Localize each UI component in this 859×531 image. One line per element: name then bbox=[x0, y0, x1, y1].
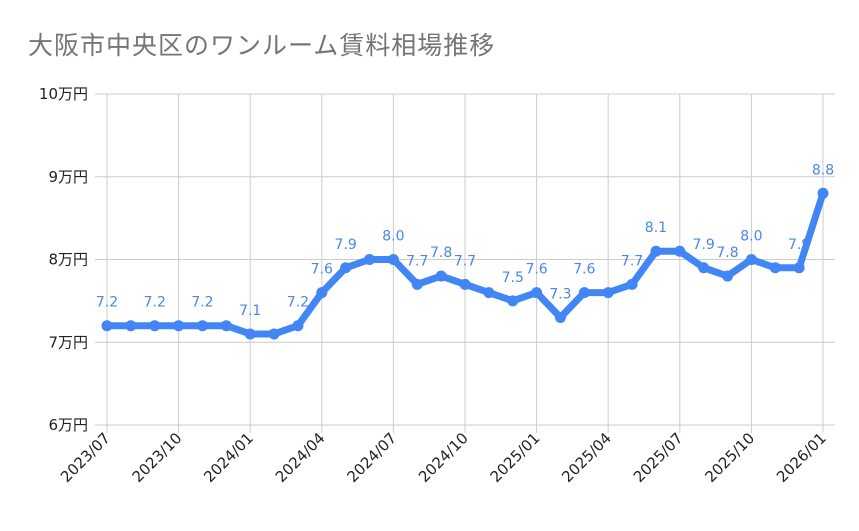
data-point bbox=[316, 287, 328, 299]
data-label: 7.2 bbox=[191, 295, 213, 311]
data-label: 7.2 bbox=[144, 295, 166, 311]
data-point bbox=[745, 254, 757, 265]
x-tick-label: 2023/10 bbox=[129, 429, 186, 486]
data-point bbox=[196, 320, 208, 332]
data-point bbox=[435, 270, 447, 282]
x-tick-label: 2025/10 bbox=[701, 429, 758, 486]
data-label: 7.3 bbox=[549, 286, 571, 302]
data-point bbox=[387, 254, 399, 265]
data-label: 7.6 bbox=[311, 262, 333, 278]
data-point bbox=[220, 320, 232, 332]
data-label: 7.9 bbox=[788, 237, 810, 253]
data-label: 8.1 bbox=[645, 220, 667, 236]
data-point bbox=[244, 328, 256, 340]
data-point bbox=[173, 320, 185, 332]
data-label: 7.6 bbox=[573, 262, 595, 278]
data-point bbox=[125, 320, 137, 332]
data-point bbox=[626, 278, 638, 290]
data-label: 7.7 bbox=[454, 253, 476, 269]
data-point bbox=[698, 262, 710, 274]
y-tick-label: 9万円 bbox=[48, 168, 88, 186]
x-tick-label: 2023/07 bbox=[57, 429, 114, 486]
data-point bbox=[793, 262, 805, 274]
data-point bbox=[554, 311, 566, 323]
data-point bbox=[364, 254, 376, 265]
x-tick-label: 2024/01 bbox=[200, 429, 257, 486]
data-label: 7.9 bbox=[693, 237, 715, 253]
data-label: 7.7 bbox=[406, 253, 428, 269]
y-tick-label: 6万円 bbox=[48, 416, 88, 434]
data-label: 7.8 bbox=[430, 245, 452, 261]
data-point bbox=[292, 320, 304, 332]
y-tick-label: 7万円 bbox=[48, 333, 88, 351]
x-tick-label: 2025/04 bbox=[558, 429, 615, 486]
data-label: 7.1 bbox=[239, 303, 261, 319]
data-point bbox=[268, 328, 280, 340]
data-label: 7.2 bbox=[287, 295, 309, 311]
data-point bbox=[101, 320, 113, 332]
data-point bbox=[340, 262, 352, 274]
data-label: 8.0 bbox=[382, 229, 404, 245]
data-point bbox=[483, 287, 495, 299]
x-tick-label: 2024/10 bbox=[415, 429, 472, 486]
data-label: 8.0 bbox=[740, 229, 762, 245]
x-tick-label: 2025/01 bbox=[487, 429, 544, 486]
data-label: 7.5 bbox=[502, 270, 524, 286]
data-point bbox=[722, 270, 734, 282]
data-point bbox=[411, 278, 423, 290]
data-point bbox=[531, 287, 543, 299]
y-tick-label: 10万円 bbox=[39, 85, 88, 103]
x-tick-label: 2026/01 bbox=[773, 429, 830, 486]
data-point bbox=[578, 287, 590, 299]
data-label: 7.9 bbox=[335, 237, 357, 253]
data-point bbox=[507, 295, 519, 307]
data-point bbox=[674, 245, 686, 257]
data-label: 7.6 bbox=[525, 262, 547, 278]
data-point bbox=[602, 287, 614, 299]
data-point bbox=[817, 187, 829, 199]
data-label: 7.2 bbox=[96, 295, 118, 311]
data-point bbox=[769, 262, 781, 274]
data-point bbox=[650, 245, 662, 257]
x-tick-label: 2024/07 bbox=[343, 429, 400, 486]
data-point bbox=[149, 320, 161, 332]
data-point bbox=[459, 278, 471, 290]
chart-title: 大阪市中央区のワンルーム賃料相場推移 bbox=[28, 31, 496, 60]
x-tick-label: 2025/07 bbox=[630, 429, 687, 486]
data-label: 7.8 bbox=[716, 245, 738, 261]
y-tick-label: 8万円 bbox=[48, 251, 88, 269]
x-tick-label: 2024/04 bbox=[272, 429, 329, 486]
data-label: 7.7 bbox=[621, 253, 643, 269]
data-label: 8.8 bbox=[812, 162, 834, 178]
